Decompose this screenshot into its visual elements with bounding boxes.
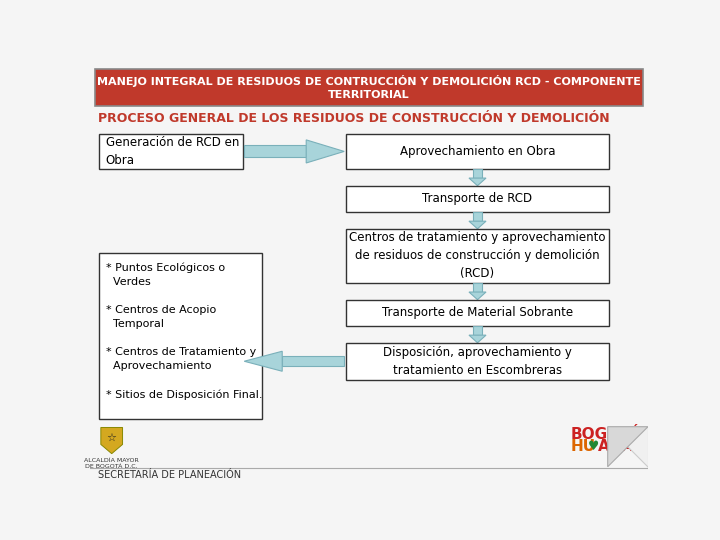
Text: Centros de tratamiento y aprovechamiento
de residuos de construcción y demolició: Centros de tratamiento y aprovechamiento… <box>349 231 606 280</box>
Text: HU: HU <box>570 439 595 454</box>
Text: ANA: ANA <box>598 439 634 454</box>
Text: Generación de RCD en
Obra: Generación de RCD en Obra <box>106 136 239 167</box>
Text: ☆: ☆ <box>107 433 117 443</box>
Text: ALCALDÍA MAYOR
DE BOGOTÁ D.C.: ALCALDÍA MAYOR DE BOGOTÁ D.C. <box>84 458 139 469</box>
Text: BOGOTÁ: BOGOTÁ <box>570 427 642 442</box>
Text: MANEJO INTEGRAL DE RESIDUOS DE CONTRUCCIÓN Y DEMOLICIÓN RCD - COMPONENTE
TERRITO: MANEJO INTEGRAL DE RESIDUOS DE CONTRUCCI… <box>97 75 641 100</box>
Text: Disposición, aprovechamiento y
tratamiento en Escombreras: Disposición, aprovechamiento y tratamien… <box>383 346 572 377</box>
Polygon shape <box>469 178 486 186</box>
FancyBboxPatch shape <box>99 253 262 419</box>
Polygon shape <box>473 326 482 335</box>
FancyBboxPatch shape <box>346 134 609 168</box>
Polygon shape <box>473 283 482 292</box>
Polygon shape <box>101 428 122 454</box>
Text: ♥: ♥ <box>588 440 599 453</box>
Text: Transporte de RCD: Transporte de RCD <box>423 192 533 205</box>
FancyBboxPatch shape <box>99 134 243 168</box>
Polygon shape <box>608 427 648 467</box>
Polygon shape <box>244 145 306 158</box>
Polygon shape <box>306 140 344 163</box>
Polygon shape <box>469 292 486 300</box>
Polygon shape <box>282 356 344 367</box>
Text: * Puntos Ecológicos o
  Verdes

* Centros de Acopio
  Temporal

* Centros de Tra: * Puntos Ecológicos o Verdes * Centros d… <box>106 262 262 400</box>
FancyBboxPatch shape <box>346 186 609 212</box>
Polygon shape <box>473 212 482 221</box>
Polygon shape <box>608 427 648 467</box>
Polygon shape <box>473 168 482 178</box>
FancyBboxPatch shape <box>346 300 609 326</box>
Text: PROCESO GENERAL DE LOS RESIDUOS DE CONSTRUCCIÓN Y DEMOLICIÓN: PROCESO GENERAL DE LOS RESIDUOS DE CONST… <box>98 112 609 125</box>
FancyBboxPatch shape <box>346 229 609 283</box>
Polygon shape <box>469 221 486 229</box>
Text: SECRETARÍA DE PLANEACIÓN: SECRETARÍA DE PLANEACIÓN <box>98 470 241 480</box>
Text: Transporte de Material Sobrante: Transporte de Material Sobrante <box>382 306 573 319</box>
Text: Aprovechamiento en Obra: Aprovechamiento en Obra <box>400 145 555 158</box>
Polygon shape <box>469 335 486 343</box>
FancyBboxPatch shape <box>94 69 644 106</box>
Polygon shape <box>244 351 282 372</box>
FancyBboxPatch shape <box>346 343 609 380</box>
